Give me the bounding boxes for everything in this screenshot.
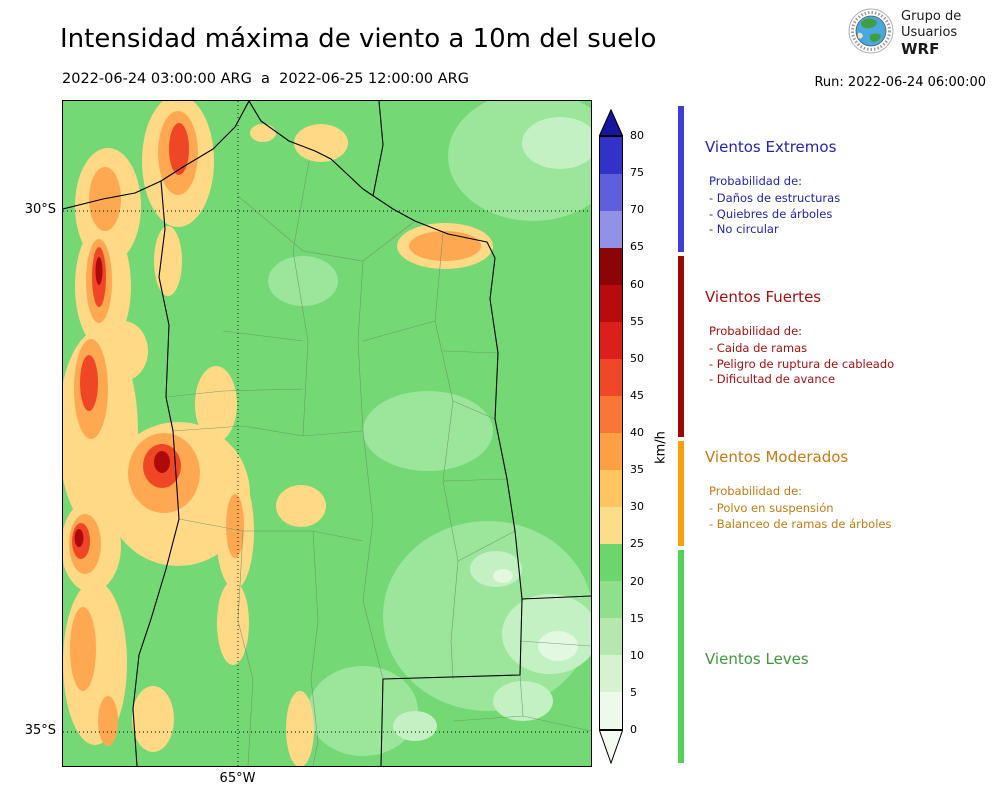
logo-text-line2: Usuarios (901, 25, 958, 40)
colorbar-tick-label: 60 (630, 277, 644, 291)
legend-item: - Caida de ramas (709, 341, 808, 355)
colorbar-segment (600, 507, 622, 544)
colorbar-tick-label: 25 (630, 537, 644, 551)
legend-section-moderados: Vientos Moderados Probabilidad de: - Pol… (705, 448, 997, 532)
legend-title-fuertes: Vientos Fuertes (705, 288, 822, 306)
legend-bar-extremos (678, 106, 684, 252)
colorbar-tick-label: 30 (630, 500, 644, 514)
colorbar-tick-label: 20 (630, 574, 644, 588)
colorbar-tick-label: 65 (630, 240, 644, 254)
colorbar-segment (600, 322, 622, 359)
department-borders (165, 160, 591, 766)
valid-period-label: 2022-06-24 03:00:00 ARG a 2022-06-25 12:… (62, 71, 469, 87)
wrf-logo: Grupo de Usuarios WRF (848, 8, 961, 57)
wind-field-plot (63, 101, 591, 766)
legend-title-moderados: Vientos Moderados (705, 448, 849, 466)
legend-section-extremos: Vientos Extremos Probabilidad de: - Daño… (705, 138, 997, 238)
colorbar-ticks: 0 5 10 15 20 25 30 35 40 45 50 55 60 65 70 75 80 (630, 129, 664, 736)
colorbar-segment (600, 359, 622, 396)
light-wind-patches (268, 101, 591, 756)
colorbar-tick-label: 55 (630, 314, 644, 328)
colorbar-segment (600, 618, 622, 655)
colorbar-tick-label: 70 (630, 203, 644, 217)
logo-text-wrf: WRF (901, 40, 940, 58)
legend-item: - Dificultad de avance (709, 372, 836, 386)
legend-item: - No circular (709, 222, 779, 236)
colorbar-segments (599, 136, 623, 730)
run-label: Run: 2022-06-24 06:00:00 (814, 75, 986, 90)
legend-item: - Peligro de ruptura de cableado (709, 356, 895, 371)
colorbar-segment (600, 470, 622, 507)
lon-label-65w: 65°W (219, 771, 256, 786)
colorbar-segment (600, 137, 622, 174)
legend-title-leves: Vientos Leves (705, 650, 809, 668)
extreme-wind-cores (74, 257, 170, 547)
legend-bar-leves (678, 550, 684, 763)
legend-subtitle: Probabilidad de: (709, 174, 803, 188)
logo-text-line1: Grupo de (901, 9, 962, 24)
colorbar (599, 109, 623, 764)
colorbar-segment (600, 211, 622, 248)
colorbar-segment (600, 581, 622, 618)
colorbar-tick-label: 75 (630, 166, 644, 180)
colorbar-segment (600, 655, 622, 692)
colorbar-tick-label: 80 (630, 129, 644, 142)
colorbar-tick-label: 35 (630, 463, 644, 477)
legend-bar-moderados (678, 441, 684, 546)
colorbar-segment (600, 692, 622, 729)
legend-item: - Quiebres de árboles (709, 206, 833, 221)
colorbar-tick-label: 15 (630, 611, 644, 625)
globe-icon (848, 8, 894, 54)
colorbar-segment (600, 248, 622, 285)
lat-label-30s: 30°S (24, 202, 56, 217)
colorbar-segment (600, 544, 622, 581)
lat-label-35s: 35°S (24, 723, 56, 738)
colorbar-tick-label: 5 (630, 685, 637, 699)
colorbar-segment (600, 433, 622, 470)
legend-bar-fuertes (678, 256, 684, 437)
colorbar-segment (600, 396, 622, 433)
legend-item: - Daños de estructuras (709, 191, 841, 205)
legend-subtitle: Probabilidad de: (709, 484, 803, 498)
legend-item: - Balanceo de ramas de árboles (709, 516, 892, 531)
province-borders (63, 101, 591, 766)
colorbar-unit-label: km/h (653, 431, 669, 464)
legend-item: - Polvo en suspensión (709, 501, 834, 515)
legend-subtitle: Probabilidad de: (709, 324, 803, 338)
page-title: Intensidad máxima de viento a 10m del su… (60, 24, 657, 54)
colorbar-segment (600, 285, 622, 322)
colorbar-tick-label: 50 (630, 351, 644, 365)
legend-section-leves: Vientos Leves (705, 650, 997, 686)
colorbar-segment (600, 174, 622, 211)
colorbar-tick-label: 40 (630, 426, 644, 439)
colorbar-tick-label: 45 (630, 388, 644, 402)
wind-intensity-map (62, 100, 592, 767)
colorbar-tick-label: 0 (630, 723, 637, 736)
graticule-lines (63, 101, 591, 766)
legend-title-extremos: Vientos Extremos (705, 138, 837, 156)
colorbar-tick-label: 10 (630, 648, 644, 662)
colorbar-arrow-top (599, 109, 623, 136)
legend-section-fuertes: Vientos Fuertes Probabilidad de: - Caida… (705, 288, 997, 388)
colorbar-arrow-bottom (599, 730, 623, 764)
